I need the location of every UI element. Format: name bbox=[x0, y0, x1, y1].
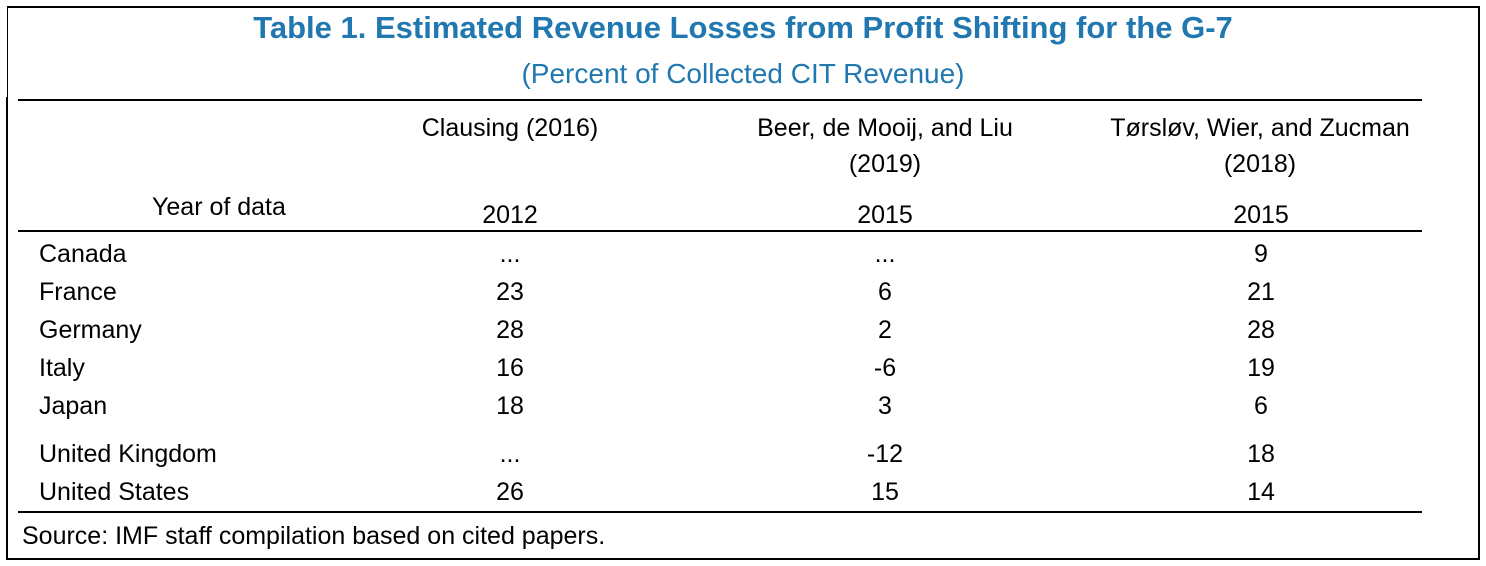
row-country: Canada bbox=[39, 240, 127, 268]
row-value: 18 bbox=[496, 392, 524, 420]
row-country: United Kingdom bbox=[39, 440, 217, 468]
row-country: Italy bbox=[39, 354, 85, 382]
row-value: 2 bbox=[878, 316, 892, 344]
header-rule bbox=[18, 230, 1422, 232]
column-header-line2: (2019) bbox=[848, 150, 922, 178]
frame-notch bbox=[0, 0, 7, 97]
column-header-line1: Tørsløv, Wier, and Zucman bbox=[1110, 114, 1410, 142]
year-torslov: 2015 bbox=[1233, 201, 1289, 229]
row-value: ... bbox=[499, 440, 521, 468]
row-value: 19 bbox=[1247, 354, 1275, 382]
row-value: 6 bbox=[878, 278, 892, 306]
year-of-data-label: Year of data bbox=[152, 193, 286, 221]
table-frame bbox=[6, 6, 1480, 560]
row-country: Germany bbox=[39, 316, 142, 344]
row-value: 21 bbox=[1247, 278, 1275, 306]
table-subtitle: (Percent of Collected CIT Revenue) bbox=[521, 58, 965, 89]
table-title: Table 1. Estimated Revenue Losses from P… bbox=[253, 10, 1233, 45]
row-value: 15 bbox=[871, 478, 899, 506]
row-value: 28 bbox=[1247, 316, 1275, 344]
column-header-beer: Beer, de Mooij, and Liu (2019) bbox=[720, 110, 1050, 182]
row-value: 14 bbox=[1247, 478, 1275, 506]
row-value: 18 bbox=[1247, 440, 1275, 468]
source-note: Source: IMF staff compilation based on c… bbox=[22, 522, 606, 550]
row-value: 9 bbox=[1254, 240, 1268, 268]
row-value: -6 bbox=[873, 354, 897, 382]
top-rule bbox=[18, 99, 1422, 101]
row-value: 3 bbox=[878, 392, 892, 420]
year-beer: 2015 bbox=[857, 201, 913, 229]
row-value: 26 bbox=[496, 478, 524, 506]
row-value: 6 bbox=[1254, 392, 1268, 420]
row-value: ... bbox=[499, 240, 521, 268]
bottom-rule bbox=[18, 511, 1422, 513]
row-value: ... bbox=[874, 240, 896, 268]
column-header-torslov: Tørsløv, Wier, and Zucman (2018) bbox=[1080, 110, 1440, 182]
row-value: -12 bbox=[866, 440, 904, 468]
row-value: 23 bbox=[496, 278, 524, 306]
row-country: France bbox=[39, 278, 117, 306]
column-header-line2: (2018) bbox=[1223, 150, 1297, 178]
column-header-clausing: Clausing (2016) bbox=[360, 110, 660, 146]
column-header-line1: Beer, de Mooij, and Liu bbox=[757, 114, 1013, 142]
row-country: United States bbox=[39, 478, 190, 506]
column-header-line1: Clausing (2016) bbox=[421, 114, 599, 142]
row-country: Japan bbox=[39, 392, 108, 420]
row-value: 16 bbox=[496, 354, 524, 382]
year-clausing: 2012 bbox=[482, 201, 538, 229]
row-value: 28 bbox=[496, 316, 524, 344]
